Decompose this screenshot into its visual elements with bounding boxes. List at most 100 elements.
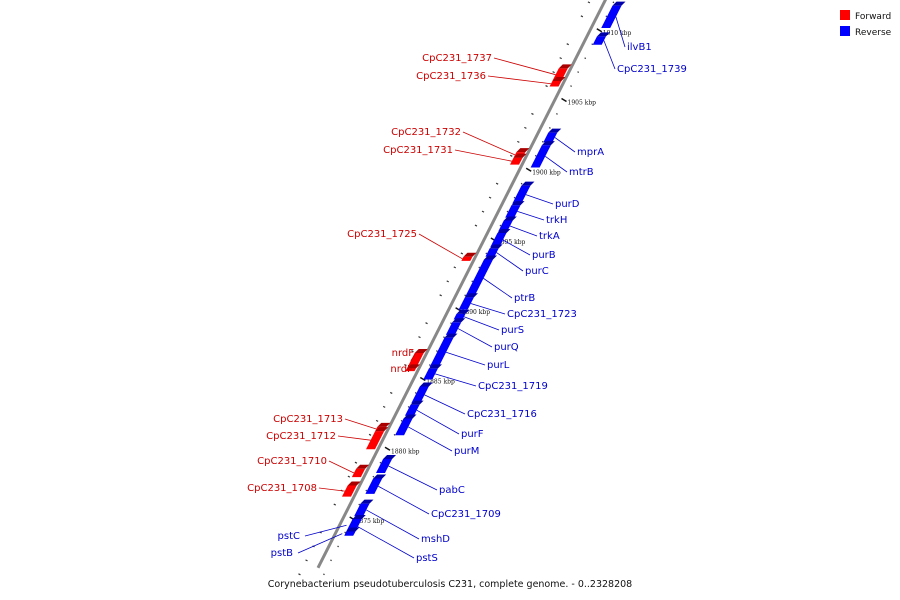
- reverse-gene-label: mshD: [421, 534, 450, 545]
- gene-block-face: [461, 256, 473, 261]
- kbp-minor-tick-left: [333, 503, 337, 506]
- kbp-minor-tick: [428, 364, 431, 366]
- kbp-minor-tick-left: [389, 391, 393, 394]
- reverse-gene-leader: [416, 409, 460, 435]
- reverse-gene-purd[interactable]: [512, 181, 535, 204]
- reverse-gene-purm[interactable]: [395, 414, 417, 436]
- reverse-gene-ptrb[interactable]: [464, 255, 498, 298]
- gene-block-face: [354, 503, 370, 517]
- gene-block-top: [503, 216, 517, 221]
- reverse-gene-leader: [615, 16, 626, 48]
- reverse-gene-leader: [435, 373, 477, 387]
- gene-block-face: [366, 431, 385, 450]
- reverse-gene-mtrb[interactable]: [530, 141, 555, 168]
- gene-block-top: [456, 309, 470, 314]
- reverse-gene-label: CpC231_1723: [507, 309, 577, 320]
- gene-block-top: [558, 64, 572, 69]
- forward-gene-cpc231_1708[interactable]: [341, 481, 361, 497]
- gene-block-top: [373, 474, 387, 479]
- gene-block-top: [463, 252, 477, 257]
- kbp-minor-tick-left: [509, 154, 513, 157]
- reverse-gene-pabc[interactable]: [375, 455, 397, 473]
- reverse-gene-cpc231_1739[interactable]: [592, 32, 610, 45]
- reverse-gene-label: purQ: [494, 342, 519, 353]
- forward-gene-cpc231_1736[interactable]: [549, 76, 566, 87]
- forward-gene-label: CpC231_1732: [391, 127, 461, 138]
- reverse-gene-leader: [378, 485, 430, 515]
- reverse-gene-ilvb1[interactable]: [601, 1, 626, 28]
- reverse-gene-mshd[interactable]: [354, 499, 374, 517]
- forward-gene-cpc231_1712[interactable]: [366, 427, 389, 450]
- gene-block-face: [351, 468, 366, 478]
- reverse-gene-cpc231_1709[interactable]: [365, 474, 387, 494]
- gene-block-face: [375, 459, 393, 473]
- kbp-minor-tick-left: [587, 1, 591, 4]
- kbp-tick-mark: [596, 28, 603, 33]
- gene-block-face: [429, 337, 454, 367]
- forward-gene-label: CpC231_1710: [257, 456, 327, 467]
- reverse-gene-label: pabC: [439, 485, 465, 496]
- reverse-gene-pstb[interactable]: [344, 527, 360, 536]
- kbp-minor-tick: [450, 322, 452, 325]
- reverse-gene-label: pstC: [278, 531, 300, 542]
- kbp-minor-tick-left: [439, 294, 442, 297]
- gene-block-face: [445, 322, 462, 335]
- kbp-minor-tick: [591, 43, 594, 46]
- reverse-gene-label: purF: [461, 429, 484, 440]
- gene-block-top: [347, 481, 361, 486]
- forward-gene-leader: [328, 460, 355, 474]
- kbp-minor-tick-left: [559, 57, 562, 60]
- reverse-gene-leader: [554, 137, 576, 153]
- gene-block-face: [601, 5, 622, 28]
- reverse-gene-purc[interactable]: [485, 244, 503, 257]
- gene-block-face: [423, 368, 438, 380]
- reverse-gene-purf[interactable]: [404, 400, 424, 416]
- reverse-gene-trka[interactable]: [498, 216, 517, 232]
- gene-block-face: [341, 485, 357, 497]
- kbp-minor-tick: [414, 392, 417, 394]
- reverse-gene-cpc231_1719[interactable]: [423, 364, 442, 380]
- gene-block-top: [428, 364, 442, 369]
- reverse-gene-leader: [388, 465, 438, 491]
- reverse-gene-trkh[interactable]: [505, 201, 525, 218]
- kbp-minor-tick: [471, 280, 474, 283]
- kbp-tick-mark: [561, 97, 567, 103]
- forward-gene-cpc231_1725[interactable]: [461, 252, 477, 261]
- reverse-gene-cpc231_1716[interactable]: [411, 382, 433, 404]
- reverse-gene-label: mtrB: [569, 167, 594, 178]
- reverse-gene-mpra[interactable]: [543, 128, 562, 143]
- legend-label-reverse: Reverse: [855, 28, 892, 38]
- gene-block-top: [552, 76, 566, 81]
- reverse-gene-purs[interactable]: [453, 309, 470, 320]
- gene-block-face: [505, 205, 521, 218]
- reverse-gene-leader: [502, 239, 531, 256]
- gene-block-top: [346, 527, 360, 532]
- forward-gene-leader: [454, 149, 512, 162]
- reverse-gene-leader: [525, 194, 554, 205]
- forward-gene-cpc231_1710[interactable]: [351, 464, 370, 478]
- forward-gene-label: nrdF: [392, 348, 415, 359]
- kbp-minor-tick: [612, 1, 615, 4]
- kbp-minor-tick: [534, 154, 537, 157]
- reverse-gene-leader: [483, 278, 513, 299]
- forward-gene-nrdi[interactable]: [405, 364, 420, 372]
- forward-gene-cpc231_1731[interactable]: [510, 153, 527, 165]
- reverse-gene-purl[interactable]: [429, 333, 458, 367]
- kbp-tick-label: 1900 kbp: [532, 169, 561, 176]
- reverse-gene-label: pstB: [271, 548, 293, 559]
- gene-block-top: [489, 244, 503, 249]
- kbp-minor-tick: [570, 85, 572, 87]
- gene-block-face: [344, 531, 356, 536]
- reverse-gene-purq[interactable]: [445, 318, 466, 335]
- reverse-gene-purb[interactable]: [490, 229, 511, 247]
- gene-block-top: [377, 422, 391, 427]
- reverse-gene-cpc231_1723[interactable]: [458, 293, 478, 310]
- gene-block-top: [596, 32, 610, 37]
- gene-block-top: [513, 153, 527, 158]
- forward-gene-leader: [487, 75, 552, 85]
- gene-block-face: [485, 248, 499, 257]
- kbp-minor-tick-left: [368, 433, 372, 436]
- gene-block-top: [452, 318, 466, 323]
- reverse-gene-leader: [445, 351, 486, 366]
